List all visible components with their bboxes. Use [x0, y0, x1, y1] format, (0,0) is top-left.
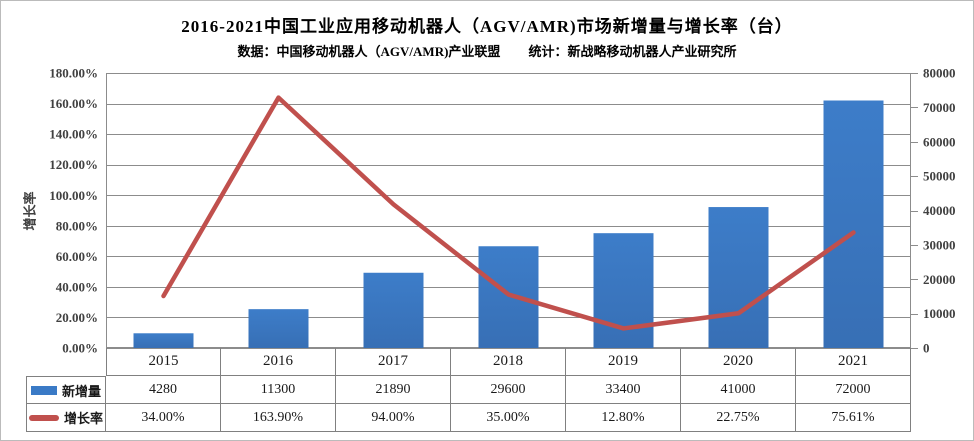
right-axis-label: 70000: [923, 100, 956, 115]
value-cell: 33400: [566, 376, 681, 404]
year-cell: 2021: [796, 348, 911, 376]
growth-cell: 12.80%: [566, 404, 681, 432]
growth-cell: 34.00%: [106, 404, 221, 432]
right-axis-label: 0: [923, 341, 930, 356]
right-axis-label: 60000: [923, 134, 956, 149]
bar-2020: [708, 207, 769, 348]
left-axis-label: 80.00%: [56, 218, 98, 233]
left-axis-label: 20.00%: [56, 310, 98, 325]
value-cell: 29600: [451, 376, 566, 404]
value-cell: 21890: [336, 376, 451, 404]
year-cell: 2019: [566, 348, 681, 376]
growth-cell: 35.00%: [451, 404, 566, 432]
left-axis-label: 160.00%: [49, 96, 98, 111]
growth-rate-line: [161, 95, 856, 331]
legend-line-swatch: [28, 414, 59, 421]
legend-item-new-additions: 新增量: [26, 376, 106, 404]
value-cell: 11300: [221, 376, 336, 404]
legend-label: 增长率: [63, 411, 103, 426]
year-cell: 2015: [106, 348, 221, 376]
year-cell: 2018: [451, 348, 566, 376]
legend-label: 新增量: [61, 383, 101, 399]
bar-2015: [133, 333, 194, 348]
chart-title: 2016-2021中国工业应用移动机器人（AGV/AMR)市场新增量与增长率（台…: [181, 17, 793, 36]
chart-subtitle: 数据：中国移动机器人（AGV/AMR)产业联盟 统计：新战略移动机器人产业研究所: [1, 41, 973, 60]
right-axis-label: 40000: [923, 203, 956, 218]
chart-subtitle-source: 数据：中国移动机器人（AGV/AMR)产业联盟: [237, 44, 501, 59]
year-cell: 2020: [681, 348, 796, 376]
left-axis-label: 140.00%: [49, 127, 98, 142]
bar-2021: [823, 100, 884, 348]
bar-2019: [593, 233, 654, 348]
growth-cell: 163.90%: [221, 404, 336, 432]
left-axis-label: 60.00%: [56, 249, 98, 264]
value-cell: 4280: [106, 376, 221, 404]
growth-cell: 22.75%: [681, 404, 796, 432]
right-axis-label: 30000: [923, 237, 956, 252]
table-corner: [26, 348, 106, 376]
left-axis-label: 0.00%: [62, 341, 98, 356]
left-axis-label: 120.00%: [49, 157, 98, 172]
bar-2018: [478, 246, 539, 348]
data-table: 2015 2016 2017 2018 2019 2020 2021 新增量 4280 11300…: [26, 348, 911, 432]
growth-cell: 94.00%: [336, 404, 451, 432]
year-cell: 2016: [221, 348, 336, 376]
growth-cell: 75.61%: [796, 404, 911, 432]
bar-2016: [248, 309, 309, 348]
right-axis-label: 50000: [923, 169, 956, 184]
right-axis-label: 10000: [923, 306, 956, 321]
value-cell: 41000: [681, 376, 796, 404]
legend-item-growth-rate: 增长率: [26, 404, 106, 432]
left-axis-label: 100.00%: [49, 188, 98, 203]
right-axis-label: 20000: [923, 272, 956, 287]
legend-bar-swatch: [30, 385, 57, 395]
bar-2017: [363, 272, 424, 348]
year-cell: 2017: [336, 348, 451, 376]
value-cell: 72000: [796, 376, 911, 404]
left-axis-label: 180.00%: [49, 66, 98, 81]
right-axis-label: 80000: [923, 66, 956, 81]
chart-subtitle-stats: 统计：新战略移动机器人产业研究所: [528, 44, 737, 59]
left-axis-label: 40.00%: [56, 279, 98, 294]
